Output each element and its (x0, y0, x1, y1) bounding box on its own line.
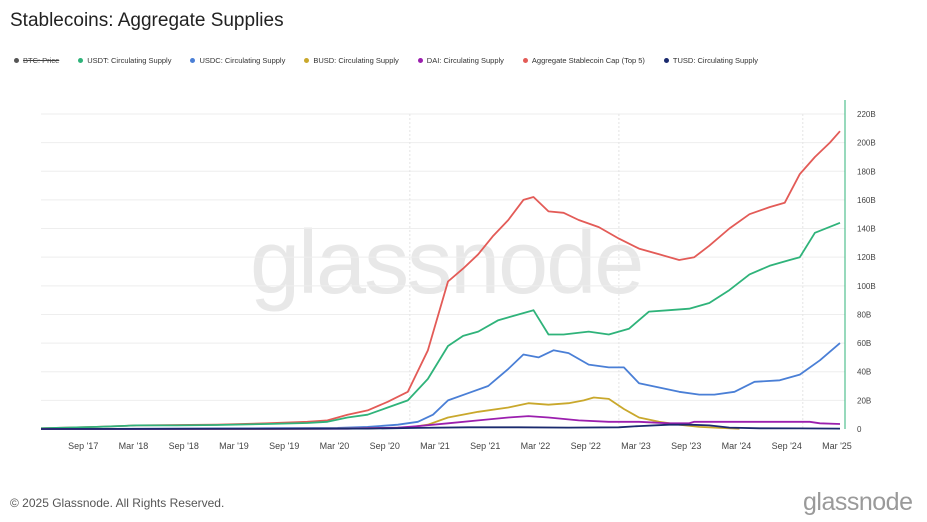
legend-swatch (663, 58, 669, 63)
legend-label: BTC: Price (23, 56, 60, 65)
x-tick-label: Mar '23 (621, 441, 651, 451)
y-tick-label: 180B (857, 167, 876, 176)
legend-swatch (304, 58, 310, 63)
legend-item[interactable]: TUSD: Circulating Supply (663, 56, 758, 65)
legend-swatch (78, 58, 84, 63)
legend-swatch (14, 58, 19, 63)
copyright-footer: © 2025 Glassnode. All Rights Reserved. (10, 496, 225, 510)
legend-item[interactable]: USDC: Circulating Supply (190, 56, 285, 65)
x-tick-label: Sep '17 (68, 441, 98, 451)
x-tick-label: Sep '24 (772, 441, 802, 451)
legend-item[interactable]: DAI: Circulating Supply (417, 56, 504, 65)
x-tick-label: Sep '22 (571, 441, 601, 451)
legend-label: USDC: Circulating Supply (199, 56, 286, 65)
legend-item[interactable]: BTC: Price (14, 56, 59, 65)
y-tick-label: 220B (857, 110, 876, 119)
legend-swatch (190, 58, 196, 63)
legend-label: USDT: Circulating Supply (87, 56, 172, 65)
series-line (41, 396, 740, 430)
legend-swatch (417, 58, 423, 63)
y-tick-label: 80B (857, 310, 871, 319)
x-tick-label: Mar '18 (119, 441, 149, 451)
x-tick-label: Mar '21 (420, 441, 450, 451)
legend-item[interactable]: BUSD: Circulating Supply (304, 56, 399, 65)
legend-label: BUSD: Circulating Supply (313, 56, 399, 65)
series-line (40, 423, 841, 430)
legend: BTC: Price USDT: Circulating Supply USDC: … (14, 56, 777, 65)
brand-logo: glassnode (803, 488, 913, 516)
x-tick-label: Mar '19 (219, 441, 249, 451)
legend-swatch (522, 58, 528, 63)
x-tick-label: Sep '21 (470, 441, 500, 451)
x-tick-label: Mar '20 (320, 441, 350, 451)
watermark: glassnode (250, 213, 644, 313)
series-line (40, 221, 841, 430)
x-tick-label: Mar '22 (521, 441, 551, 451)
x-tick-label: Sep '18 (169, 441, 199, 451)
x-tick-label: Mar '24 (722, 441, 752, 451)
y-tick-label: 200B (857, 139, 876, 148)
legend-item[interactable]: Aggregate Stablecoin Cap (Top 5) (522, 56, 645, 65)
legend-label: Aggregate Stablecoin Cap (Top 5) (531, 56, 645, 65)
series-line (40, 342, 841, 430)
series-line (40, 415, 841, 430)
x-tick-label: Mar '25 (822, 441, 852, 451)
legend-label: TUSD: Circulating Supply (672, 56, 758, 65)
y-tick-label: 140B (857, 225, 876, 234)
y-tick-label: 40B (857, 368, 871, 377)
x-tick-label: Sep '23 (671, 441, 701, 451)
x-tick-label: Sep '19 (269, 441, 299, 451)
y-tick-label: 20B (857, 396, 871, 405)
series-line (40, 130, 841, 430)
y-tick-label: 100B (857, 282, 876, 291)
legend-label: DAI: Circulating Supply (426, 56, 504, 65)
y-tick-label: 60B (857, 339, 871, 348)
chart-title: Stablecoins: Aggregate Supplies (10, 10, 284, 31)
x-tick-label: Sep '20 (370, 441, 400, 451)
y-tick-label: 0 (857, 425, 862, 434)
chart-plot: 0 20B 40B 60B 80B 100B 120B 140B 160B 180B 200B 220… (40, 100, 876, 451)
y-tick-label: 120B (857, 253, 876, 262)
legend-item[interactable]: USDT: Circulating Supply (78, 56, 171, 65)
y-tick-label: 160B (857, 196, 876, 205)
